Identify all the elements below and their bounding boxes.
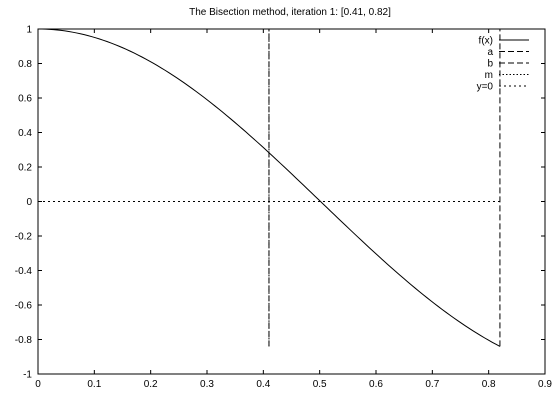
x-tick-label: 0.3 bbox=[200, 379, 214, 390]
x-tick-label: 0.6 bbox=[369, 379, 383, 390]
x-tick-label: 0.1 bbox=[87, 379, 101, 390]
y-axis: -1 -0.8 -0.6 -0.4 -0.2 0 0.2 0.4 0.6 0.8 1 bbox=[15, 25, 545, 381]
y-tick-label: 0.2 bbox=[18, 163, 32, 174]
y-tick-label: -1 bbox=[23, 370, 32, 381]
x-tick-label: 0.9 bbox=[538, 379, 552, 390]
y-tick-label: -0.2 bbox=[15, 232, 33, 243]
x-axis: 0 0.1 0.2 0.3 0.4 0.5 0.6 0.7 0.8 0.9 bbox=[35, 29, 552, 390]
x-tick-label: 0.5 bbox=[313, 379, 327, 390]
legend-label: a bbox=[487, 47, 493, 58]
y-tick-label: 0 bbox=[26, 197, 32, 208]
y-tick-label: 0.6 bbox=[18, 94, 32, 105]
y-tick-label: 0.4 bbox=[18, 128, 32, 139]
legend-label: y=0 bbox=[477, 82, 494, 93]
x-tick-label: 0 bbox=[35, 379, 41, 390]
x-tick-label: 0.4 bbox=[256, 379, 270, 390]
y-tick-label: -0.6 bbox=[15, 301, 33, 312]
plot-series bbox=[37, 28, 501, 347]
legend-label: f(x) bbox=[479, 36, 493, 47]
y-tick-label: 1 bbox=[26, 25, 32, 36]
y-tick-label: 0.8 bbox=[18, 59, 32, 70]
x-tick-label: 0.2 bbox=[144, 379, 158, 390]
chart-title: The Bisection method, iteration 1: [0.41… bbox=[189, 7, 391, 18]
y-tick-label: -0.4 bbox=[15, 266, 33, 277]
legend-label: m bbox=[485, 70, 493, 81]
x-tick-label: 0.8 bbox=[482, 379, 496, 390]
legend-label: b bbox=[487, 59, 493, 70]
y-tick-label: -0.8 bbox=[15, 335, 33, 346]
x-tick-label: 0.7 bbox=[425, 379, 439, 390]
